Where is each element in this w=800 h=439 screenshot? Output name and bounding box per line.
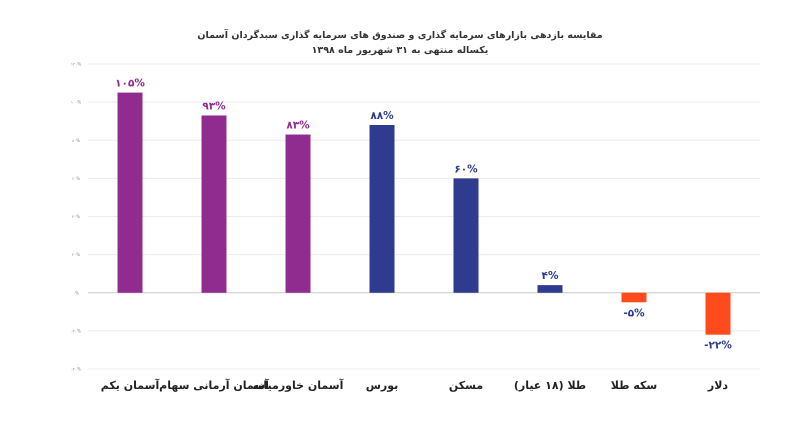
data-labels: ۱۰۵% ۹۳% ۸۳% ۸۸% ۶۰% ۴% -۵% -۲۲% (115, 78, 732, 352)
category-label: دلار (707, 379, 729, 392)
data-label: ۹۳% (202, 100, 226, 112)
bars (117, 92, 731, 335)
y-axis: -۴۰% -۲۰% ۰% ۲۰% ۴۰% ۶۰% ۸۰% ۱۰۰% ۱۲۰% (71, 62, 81, 372)
y-tick-label: ۰% (73, 290, 79, 295)
data-label: ۸۸% (370, 110, 394, 122)
bar (453, 178, 479, 293)
data-label: ۸۳% (286, 120, 310, 132)
y-tick-label: ۱۲۰% (71, 62, 81, 67)
bar (285, 134, 311, 293)
category-label: آسمان یکم (101, 378, 160, 392)
chart-title: مقایسه بازدهی بازارهای سرمایه گذاری و صن… (197, 28, 602, 41)
data-label: ۱۰۵% (115, 78, 145, 90)
data-label: ۶۰% (454, 163, 478, 175)
bar (537, 285, 563, 293)
y-tick-label: ۲۰% (72, 252, 80, 257)
category-label: طلا (۱۸ عیار) (514, 379, 586, 392)
y-tick-label: -۲۰% (71, 328, 81, 333)
y-tick-label: ۴۰% (72, 214, 80, 219)
y-tick-label: -۴۰% (71, 367, 81, 372)
bar (705, 292, 731, 335)
y-tick-label: ۸۰% (72, 138, 80, 143)
category-label: بورس (366, 379, 399, 392)
y-tick-label: ۱۰۰% (71, 100, 81, 105)
grid-lines (88, 63, 760, 370)
category-label: مسکن (449, 379, 483, 392)
y-tick-label: ۶۰% (72, 176, 80, 181)
category-label: آسمان آرمانی سهام (159, 378, 269, 392)
bar (117, 92, 143, 293)
bar (201, 115, 227, 293)
data-label: -۲۲% (704, 340, 732, 352)
data-label: -۵% (623, 307, 645, 319)
chart-subtitle: یکساله منتهی به ۳۱ شهریور ماه ۱۳۹۸ (312, 45, 489, 56)
data-label: ۴% (542, 270, 559, 282)
category-label: سکه طلا (611, 379, 657, 392)
category-label: آسمان خاورمیانه (253, 378, 344, 392)
bar (369, 125, 395, 293)
bar (621, 292, 647, 303)
